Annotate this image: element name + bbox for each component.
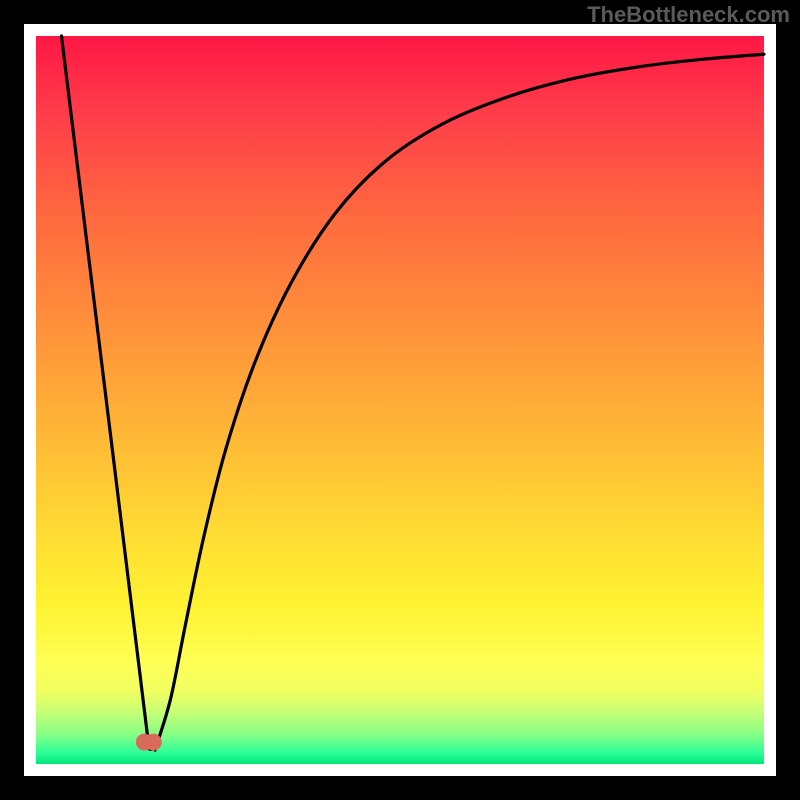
minimum-marker bbox=[136, 734, 162, 751]
chart-container: { "meta": { "watermark": "TheBottleneck.… bbox=[0, 0, 800, 800]
plot-background bbox=[36, 36, 764, 764]
watermark-text: TheBottleneck.com bbox=[587, 2, 790, 28]
bottleneck-chart bbox=[0, 0, 800, 800]
